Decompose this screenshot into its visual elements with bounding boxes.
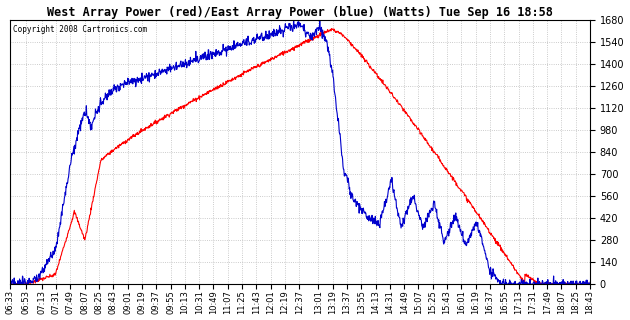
Text: Copyright 2008 Cartronics.com: Copyright 2008 Cartronics.com (13, 25, 147, 34)
Title: West Array Power (red)/East Array Power (blue) (Watts) Tue Sep 16 18:58: West Array Power (red)/East Array Power … (47, 5, 553, 19)
